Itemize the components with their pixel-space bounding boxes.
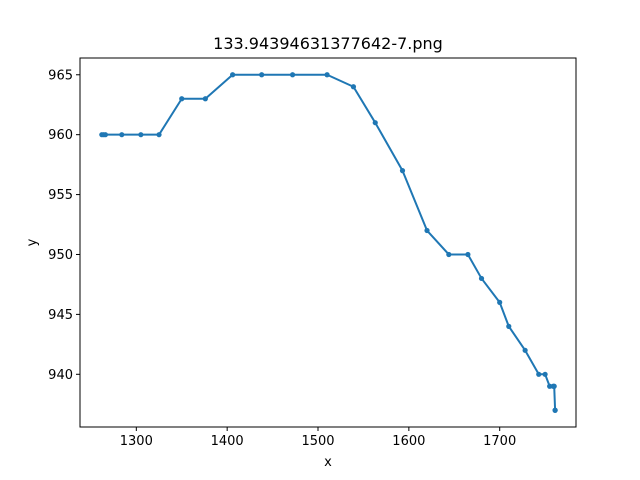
data-point [536, 371, 542, 377]
data-point [399, 168, 406, 174]
data-point [230, 72, 236, 78]
series-markers [99, 72, 558, 413]
data-point [465, 251, 471, 258]
x-axis-ticks: 1300 1400 1500 1600 1700 [120, 427, 516, 449]
data-point [289, 72, 296, 78]
data-point [179, 96, 185, 102]
x-tick-label: 1600 [392, 434, 425, 449]
y-axis-ticks: 940 945 950 955 960 965 [48, 68, 80, 383]
data-point [478, 275, 485, 282]
y-tick-label: 945 [48, 308, 73, 323]
data-point [324, 72, 330, 78]
data-point [424, 227, 430, 234]
y-tick-label: 950 [48, 248, 73, 263]
data-point [522, 347, 528, 353]
data-point [542, 371, 548, 377]
data-point [102, 132, 109, 138]
x-tick-label: 1500 [301, 434, 334, 449]
chart-title: 133.94394631377642-7.png [213, 34, 443, 53]
x-tick-label: 1300 [120, 434, 153, 449]
x-axis-label: x [324, 455, 332, 470]
y-tick-label: 965 [48, 68, 73, 83]
plot-area: 1300 1400 1500 1600 1700 940 945 950 955 960 965 [48, 57, 577, 449]
data-point [446, 251, 452, 258]
data-point [119, 132, 125, 138]
series-line [101, 73, 557, 411]
data-point [350, 84, 357, 90]
data-point [506, 323, 512, 329]
data-point [138, 132, 144, 138]
y-tick-label: 940 [48, 368, 73, 383]
y-tick-label: 955 [48, 188, 73, 203]
x-tick-label: 1700 [483, 434, 516, 449]
data-point [497, 299, 503, 305]
y-tick-label: 960 [48, 128, 73, 143]
x-tick-label: 1400 [211, 434, 244, 449]
data-point [202, 96, 208, 102]
data-point [551, 383, 557, 389]
axes-frame [79, 57, 577, 428]
data-point [372, 120, 378, 126]
data-point [156, 132, 162, 138]
data-point [259, 72, 265, 78]
y-axis-label: y [25, 238, 40, 246]
data-point [547, 383, 553, 389]
data-point [552, 407, 558, 413]
